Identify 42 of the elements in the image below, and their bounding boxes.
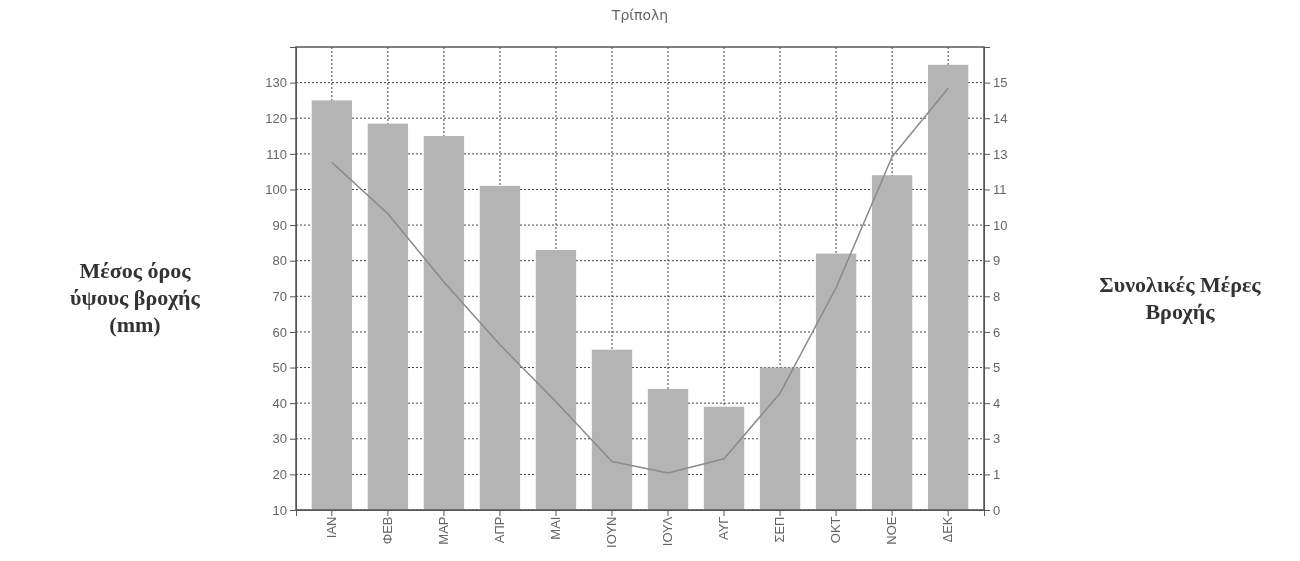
y-tick-label: 120 <box>265 110 287 126</box>
y2-tick-label: 13 <box>993 146 1008 162</box>
y-tick-label: 50 <box>272 360 287 376</box>
x-tick-label: ΜΑΡ <box>435 516 451 545</box>
x-tick-label: ΑΠΡ <box>491 516 507 544</box>
x-tick-label: ΟΚΤ <box>827 516 843 544</box>
y-tick-label: 80 <box>272 253 287 269</box>
y-tick-label: 130 <box>265 75 287 91</box>
y2-tick-label: 11 <box>993 182 1007 198</box>
y2-axis-title: Συνολικές Μέρες Βροχής <box>1099 271 1262 324</box>
y2-tick-label: 6 <box>993 324 1001 340</box>
y2-tick-label: 3 <box>993 431 1001 447</box>
y2-tick-label: 10 <box>993 217 1008 233</box>
line-series <box>331 87 949 474</box>
y-tick-label: 100 <box>265 182 287 198</box>
x-tick-label: ΜΑΙ <box>547 516 563 540</box>
x-tick-label: ΔΕΚ <box>939 516 955 543</box>
x-tick-label: ΣΕΠ <box>771 516 787 543</box>
y-tick-label: 30 <box>272 431 287 447</box>
x-tick-label: ΦΕΒ <box>379 516 395 545</box>
y-tick-label: 90 <box>272 217 287 233</box>
y-tick-label: 110 <box>266 146 287 162</box>
chart-title: Τρίπολη <box>610 7 669 23</box>
x-tick-label: ΑΥΓ <box>715 516 731 541</box>
y-tick-label: 10 <box>272 502 287 518</box>
y2-tick-label: 15 <box>993 75 1008 91</box>
x-tick-label: ΙΑΝ <box>323 516 339 539</box>
y2-tick-label: 5 <box>993 360 1001 376</box>
y2-tick-label: 0 <box>993 502 1001 518</box>
y-tick-label: 70 <box>272 288 287 304</box>
y2-tick-label: 9 <box>993 253 1001 269</box>
y-tick-label: 60 <box>272 324 287 340</box>
y2-tick-label: 4 <box>993 395 1001 411</box>
x-tick-label: ΝΟΕ <box>883 516 899 545</box>
y-axis-title: Μέσος όρος ύψους βροχής (mm) <box>70 258 201 337</box>
x-tick-label: ΙΟΥΛ <box>659 516 675 547</box>
y2-tick-label: 14 <box>993 110 1008 126</box>
y-tick-label: 20 <box>272 467 287 483</box>
y2-tick-label: 1 <box>993 467 1001 483</box>
y-tick-label: 40 <box>272 395 287 411</box>
y2-tick-label: 8 <box>993 288 1001 304</box>
x-tick-label: ΙΟΥΝ <box>603 516 619 548</box>
